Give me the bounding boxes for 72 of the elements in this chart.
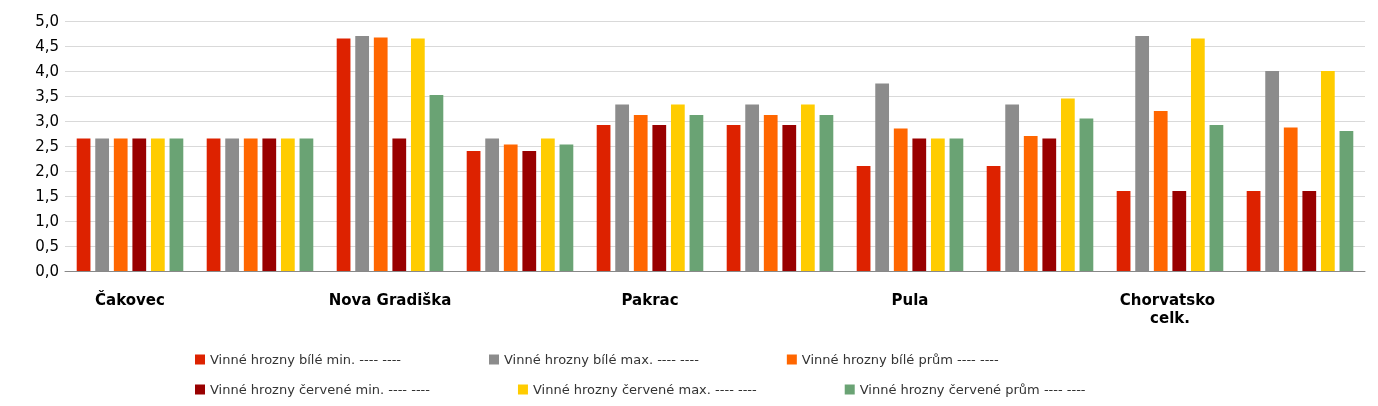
bar — [670, 104, 685, 271]
bar — [819, 115, 834, 271]
x-tick-label: Nova Gradiška — [328, 291, 452, 309]
bar — [540, 138, 555, 271]
bar — [559, 144, 574, 271]
bar — [689, 115, 704, 271]
bar — [726, 125, 741, 271]
bar — [893, 128, 908, 271]
bar — [1320, 71, 1335, 271]
bar — [930, 138, 945, 271]
x-tick-label: Pakrac — [621, 291, 679, 309]
y-tick-label: 3,5 — [35, 87, 59, 105]
y-tick-label: 0,5 — [35, 237, 59, 255]
y-tick-label: 3,0 — [35, 112, 59, 130]
bar — [1283, 127, 1298, 271]
bar — [1339, 131, 1354, 271]
y-tick-label: 2,0 — [35, 162, 59, 180]
y-tick-label: 1,0 — [35, 212, 59, 230]
bar — [633, 115, 648, 271]
bar — [1079, 118, 1094, 271]
bar — [1172, 191, 1187, 271]
x-tick-label: Chorvatsko celk. — [1119, 291, 1221, 327]
bar — [466, 151, 481, 271]
bar — [1023, 136, 1038, 271]
bar — [410, 38, 425, 271]
bar — [280, 138, 295, 271]
bar — [1190, 38, 1205, 271]
bar — [522, 151, 537, 271]
bar — [1209, 125, 1224, 271]
legend-label: Vinné hrozny bílé prům ---- ---- — [801, 352, 1000, 367]
legend-label: Vinné hrozny červené prům ---- ---- — [859, 382, 1086, 397]
bar — [856, 166, 871, 271]
y-tick-label: 0,0 — [35, 262, 59, 280]
bar — [1060, 98, 1075, 271]
y-tick-label: 5,0 — [35, 12, 59, 30]
y-tick-label: 4,5 — [35, 37, 59, 55]
bar — [243, 138, 258, 271]
bar — [1153, 111, 1168, 271]
legend-label: Vinné hrozny bílé min. ---- ---- — [210, 352, 402, 367]
y-tick-label: 2,5 — [35, 137, 59, 155]
bar — [299, 138, 314, 271]
bar — [1302, 191, 1317, 271]
bar — [652, 125, 667, 271]
bar — [169, 138, 184, 271]
bar — [113, 138, 128, 271]
y-tick-label: 1,5 — [35, 187, 59, 205]
bar — [782, 125, 797, 271]
legend-label: Vinné hrozny červené max. ---- ---- — [532, 382, 758, 397]
y-tick-label: 4,0 — [35, 62, 59, 80]
bar — [373, 37, 388, 271]
bar — [986, 166, 1001, 271]
x-tick-label: Pula — [891, 291, 929, 309]
legend-label: Vinné hrozny červené min. ---- ---- — [210, 382, 431, 397]
bar — [336, 38, 351, 271]
bar — [800, 104, 815, 271]
bar — [262, 138, 277, 271]
bar — [132, 138, 147, 271]
bar — [429, 95, 444, 271]
bar — [763, 115, 778, 271]
bar — [150, 138, 165, 271]
bar — [503, 144, 518, 271]
bar — [1116, 191, 1131, 271]
bar — [596, 125, 611, 271]
bar — [392, 138, 407, 271]
bar — [1246, 191, 1261, 271]
bar — [912, 138, 927, 271]
x-tick-label: Čakovec — [95, 290, 165, 309]
bar — [76, 138, 91, 271]
bar — [1042, 138, 1057, 271]
bar — [206, 138, 221, 271]
legend-label: Vinné hrozny bílé max. ---- ---- — [504, 352, 700, 367]
bar — [949, 138, 964, 271]
